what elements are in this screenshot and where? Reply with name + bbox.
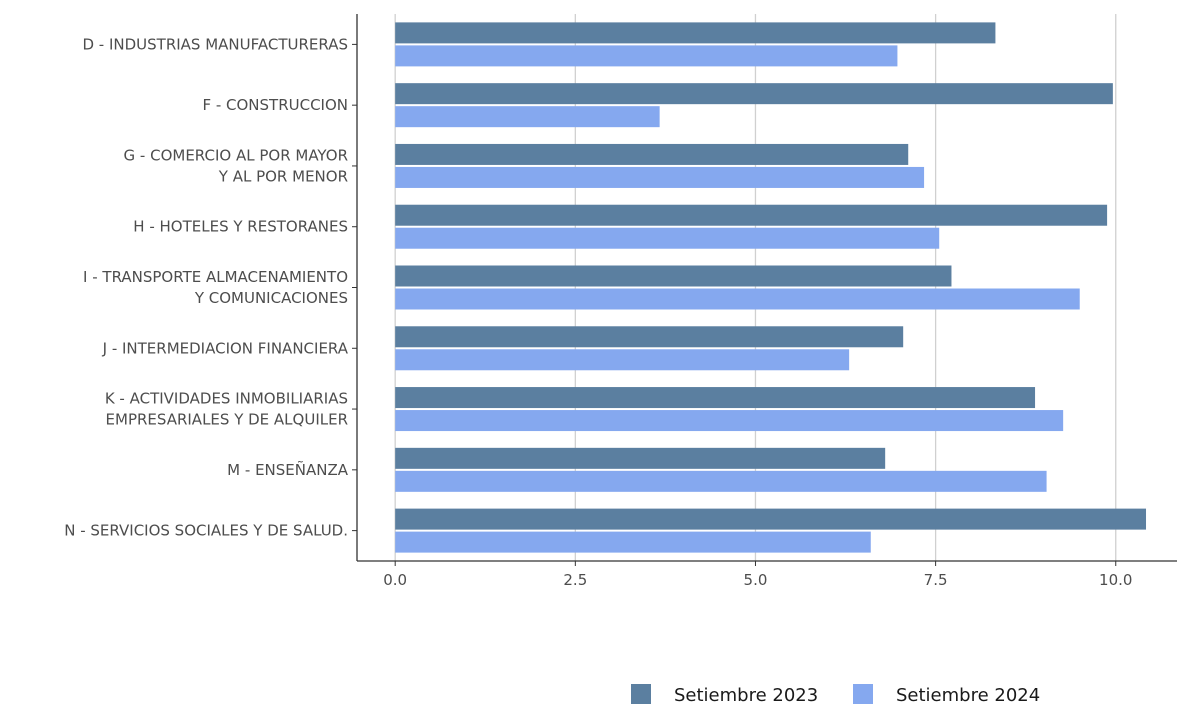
y-category-label: D - INDUSTRIAS MANUFACTURERAS xyxy=(82,35,348,53)
y-category-label: N - SERVICIOS SOCIALES Y DE SALUD. xyxy=(64,522,348,540)
legend-swatch xyxy=(631,684,651,704)
legend-label: Setiembre 2024 xyxy=(896,685,1040,704)
legend-swatch xyxy=(853,684,873,704)
y-category-label: H - HOTELES Y RESTORANES xyxy=(133,218,348,236)
legend: Setiembre 2023 Setiembre 2024 xyxy=(631,684,1040,704)
bar-2023 xyxy=(395,204,1108,226)
y-category-label: Y AL POR MENOR xyxy=(218,167,348,185)
bar-2024 xyxy=(395,349,850,371)
bar-2024 xyxy=(395,288,1080,310)
bar-2023 xyxy=(395,326,904,348)
bar-2024 xyxy=(395,45,898,67)
grid-lines xyxy=(394,14,1117,561)
y-category-label: G - COMERCIO AL POR MAYOR xyxy=(124,146,348,164)
bar-2023 xyxy=(395,143,909,165)
y-category-label: I - TRANSPORTE ALMACENAMIENTO xyxy=(83,268,348,286)
x-tick-label: 10.0 xyxy=(1099,571,1132,589)
x-tick-label: 0.0 xyxy=(383,571,407,589)
bar-2024 xyxy=(395,106,660,128)
bar-2023 xyxy=(395,447,886,469)
y-category-label: EMPRESARIALES Y DE ALQUILER xyxy=(106,411,348,429)
bar-2023 xyxy=(395,387,1036,409)
bar-2024 xyxy=(395,470,1047,492)
bar-2024 xyxy=(395,531,871,553)
x-tick-label: 7.5 xyxy=(924,571,948,589)
y-category-label: J - INTERMEDIACION FINANCIERA xyxy=(102,339,349,357)
legend-label: Setiembre 2023 xyxy=(674,685,818,704)
bar-2023 xyxy=(395,22,996,44)
bar-2024 xyxy=(395,166,925,188)
y-category-label: F - CONSTRUCCION xyxy=(202,96,348,114)
bar-2023 xyxy=(395,83,1113,105)
bar-2023 xyxy=(395,265,952,287)
x-tick-label: 5.0 xyxy=(744,571,768,589)
bar-2023 xyxy=(395,508,1147,530)
bar-2024 xyxy=(395,227,940,249)
y-category-label: K - ACTIVIDADES INMOBILIARIAS xyxy=(105,390,348,408)
axes xyxy=(352,14,1177,566)
axis-labels: 0.0 2.5 5.0 7.5 10.0 D - INDUSTRIAS MANUFACTU… xyxy=(64,35,1132,589)
x-tick-label: 2.5 xyxy=(563,571,587,589)
y-category-label: Y COMUNICACIONES xyxy=(194,289,348,307)
bars xyxy=(395,22,1147,553)
y-category-label: M - ENSEÑANZA xyxy=(227,460,349,479)
bar-2024 xyxy=(395,410,1064,432)
